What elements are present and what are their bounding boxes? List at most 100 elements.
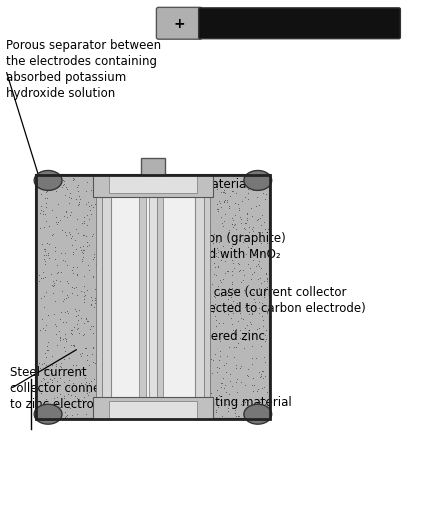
Text: Carbon (graphite)
mixed with MnO₂: Carbon (graphite) mixed with MnO₂ (181, 232, 286, 261)
Point (52, 276, 59, 284)
Point (80, 252, 87, 261)
Point (80, 241, 87, 250)
Point (255, 285, 262, 294)
Point (76, 306, 83, 314)
Point (246, 317, 253, 326)
Point (217, 378, 224, 387)
Point (235, 412, 243, 421)
Point (69, 288, 76, 297)
Point (249, 310, 256, 318)
Point (81, 298, 88, 306)
Point (40, 303, 48, 311)
Point (90, 374, 97, 383)
Point (43, 239, 50, 248)
Point (220, 306, 227, 314)
Point (59, 287, 66, 295)
Point (53, 187, 60, 195)
Point (61, 180, 68, 189)
Point (241, 225, 248, 233)
Point (67, 208, 74, 216)
Point (85, 266, 93, 274)
Point (64, 309, 71, 317)
Point (48, 231, 55, 240)
Point (255, 308, 263, 317)
Point (234, 412, 241, 420)
Point (49, 282, 57, 290)
Point (241, 271, 248, 280)
Point (250, 374, 257, 382)
Point (215, 391, 222, 400)
Point (213, 238, 220, 246)
Point (220, 217, 227, 226)
Point (53, 218, 60, 227)
Point (250, 223, 257, 231)
Text: Insulating material: Insulating material (138, 179, 250, 191)
Point (212, 333, 219, 342)
Point (80, 292, 87, 300)
Point (249, 289, 256, 297)
Point (68, 325, 75, 334)
Point (70, 342, 77, 350)
Point (257, 278, 264, 287)
Point (89, 255, 96, 263)
Point (68, 329, 75, 338)
Point (217, 199, 224, 207)
Point (91, 296, 98, 305)
Point (240, 224, 247, 233)
Ellipse shape (244, 171, 272, 190)
Point (225, 204, 232, 212)
Point (85, 215, 92, 223)
Point (61, 190, 69, 199)
Point (233, 411, 240, 420)
Point (210, 259, 218, 267)
Point (222, 387, 230, 396)
Point (206, 346, 214, 355)
Point (236, 266, 243, 275)
Point (70, 284, 77, 292)
Bar (99, 180, 206, 415)
Point (259, 373, 267, 382)
Point (258, 250, 265, 259)
Point (245, 281, 252, 289)
Point (67, 234, 74, 243)
Point (84, 220, 91, 229)
Point (254, 288, 261, 296)
Point (66, 403, 73, 412)
Point (248, 342, 255, 351)
Point (48, 375, 55, 384)
Point (77, 242, 84, 251)
Point (64, 306, 71, 315)
Point (67, 329, 74, 337)
Point (226, 370, 233, 378)
Point (74, 215, 81, 223)
Point (86, 325, 93, 334)
Point (260, 293, 267, 301)
Point (90, 185, 97, 193)
Point (249, 186, 256, 194)
Point (238, 218, 245, 227)
Point (44, 311, 51, 319)
Point (63, 410, 70, 419)
Point (72, 372, 79, 380)
Point (38, 206, 45, 215)
Point (36, 271, 43, 279)
Point (212, 270, 219, 279)
Point (238, 215, 245, 224)
Point (91, 285, 98, 293)
Point (51, 310, 58, 318)
Point (43, 361, 50, 369)
Bar (36, 175, 270, 419)
Point (52, 297, 59, 305)
Point (75, 200, 82, 209)
Point (40, 206, 47, 215)
Point (212, 350, 219, 358)
Point (52, 213, 59, 222)
Point (46, 406, 53, 414)
Point (88, 209, 95, 218)
Point (36, 359, 43, 367)
Point (41, 184, 48, 192)
Point (40, 323, 47, 332)
Point (84, 356, 91, 365)
Point (211, 246, 218, 254)
Point (59, 297, 66, 305)
